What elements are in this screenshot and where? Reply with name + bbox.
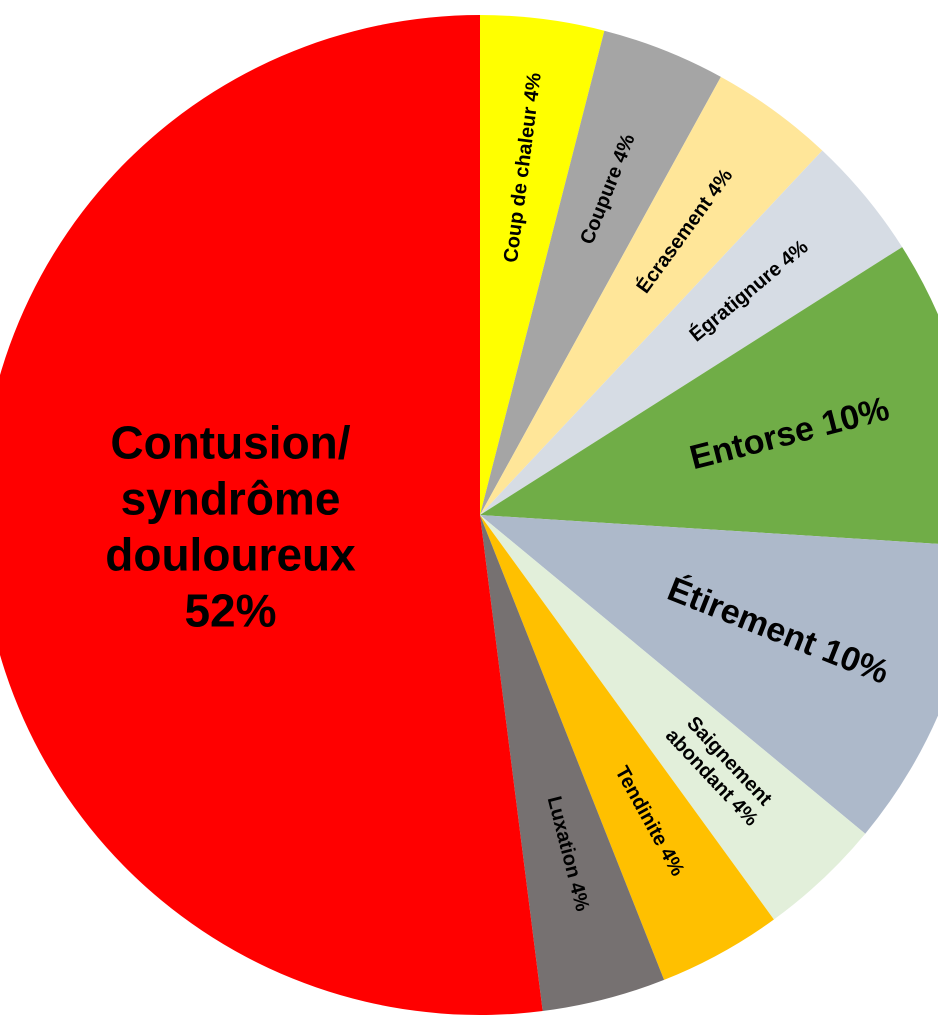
pie-slice	[480, 15, 605, 515]
pie-slice	[0, 15, 543, 1015]
pie-slice	[480, 515, 774, 980]
pie-slice	[480, 247, 938, 544]
pie-slice	[480, 76, 823, 516]
pie-slice	[480, 515, 665, 1012]
pie-slice	[480, 30, 721, 515]
label-line: douloureux	[105, 529, 356, 581]
value-label: 4%	[521, 71, 546, 103]
pie-slice	[480, 515, 866, 920]
label-line: Contusion/	[110, 417, 350, 469]
pie-slice	[480, 515, 938, 834]
value-label: 52%	[184, 585, 276, 637]
slice-label: Contusion/syndrôme douloureux 52%	[105, 417, 356, 637]
pie-slice	[480, 150, 903, 515]
label-line: syndrôme	[121, 473, 341, 525]
